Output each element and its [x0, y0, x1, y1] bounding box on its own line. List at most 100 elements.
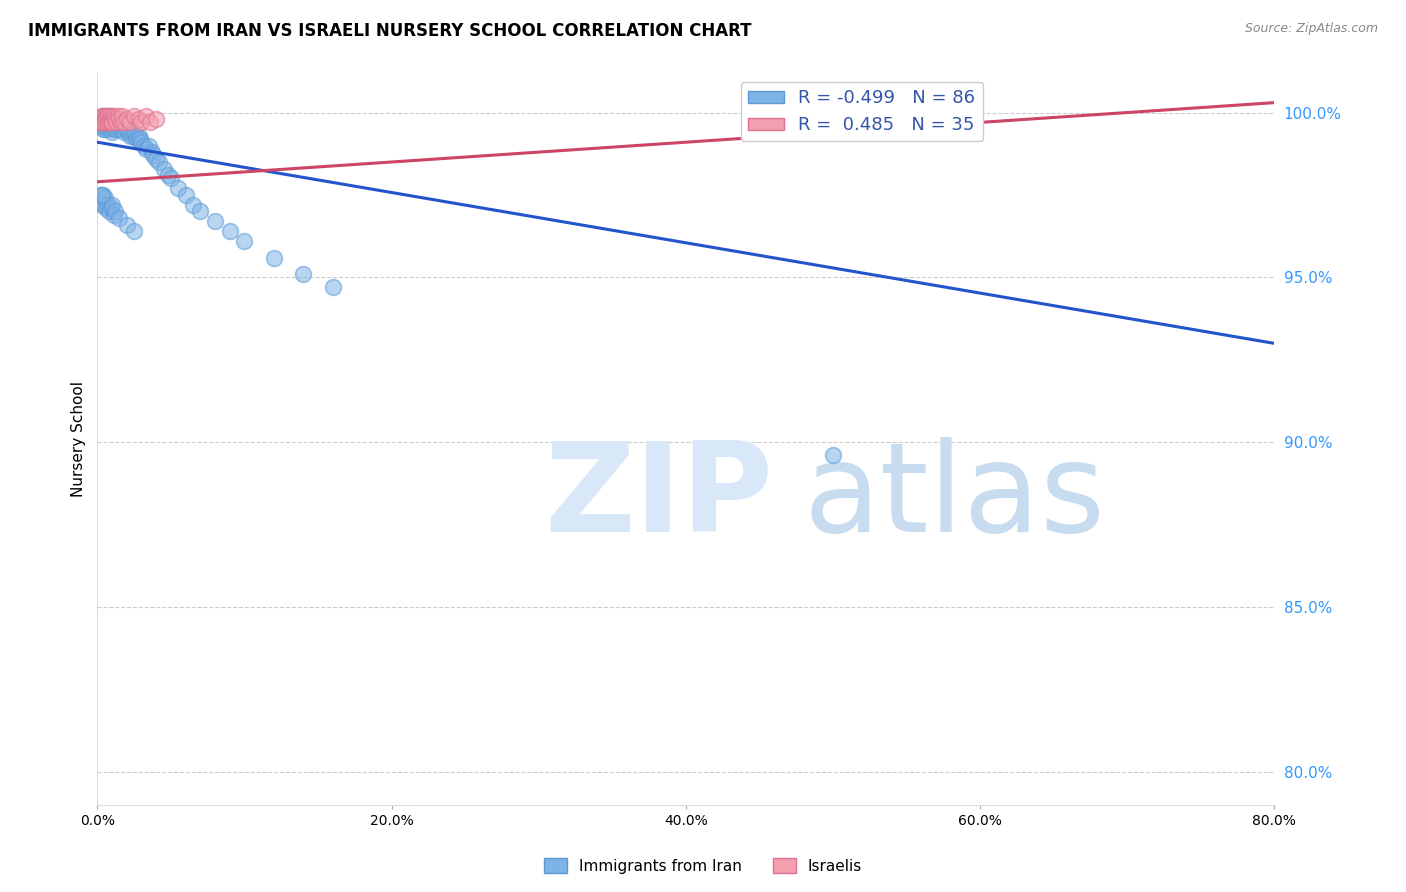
Point [110, 115, 132, 129]
Point [103, 115, 125, 129]
Point [101, 119, 124, 133]
Point [118, 115, 141, 129]
Point [204, 214, 226, 228]
Point [98, 112, 121, 127]
Point [104, 112, 127, 127]
Point [108, 115, 131, 129]
Point [96, 119, 118, 133]
Point [105, 115, 128, 129]
Point [120, 125, 142, 139]
Point [181, 198, 204, 212]
Point [101, 115, 124, 129]
Point [129, 132, 152, 146]
Point [112, 125, 135, 139]
Point [104, 204, 127, 219]
Point [89, 119, 111, 133]
Point [89, 115, 111, 129]
Point [108, 112, 131, 127]
Point [104, 119, 127, 133]
Point [98, 112, 121, 127]
Text: IMMIGRANTS FROM IRAN VS ISRAELI NURSERY SCHOOL CORRELATION CHART: IMMIGRANTS FROM IRAN VS ISRAELI NURSERY … [28, 22, 752, 40]
Point [91, 109, 114, 123]
Point [141, 145, 163, 160]
Point [174, 188, 197, 202]
Point [218, 224, 240, 238]
Point [138, 138, 160, 153]
Point [89, 188, 111, 202]
Point [93, 115, 115, 129]
Point [145, 112, 167, 127]
Point [115, 218, 138, 232]
Point [98, 119, 121, 133]
Point [115, 122, 138, 136]
Point [90, 198, 112, 212]
Text: atlas: atlas [803, 437, 1105, 558]
Point [156, 168, 179, 182]
Point [101, 198, 124, 212]
Point [89, 112, 111, 127]
Point [101, 125, 124, 139]
Point [322, 280, 344, 294]
Point [821, 449, 844, 463]
Point [100, 115, 122, 129]
Point [263, 251, 285, 265]
Point [152, 161, 174, 176]
Point [131, 115, 153, 129]
Point [97, 122, 120, 136]
Point [89, 115, 111, 129]
Point [122, 109, 145, 123]
Point [115, 112, 138, 127]
Legend: R = -0.499   N = 86, R =  0.485   N = 35: R = -0.499 N = 86, R = 0.485 N = 35 [741, 82, 983, 142]
Point [135, 142, 157, 156]
Point [105, 115, 128, 129]
Point [118, 128, 141, 143]
Point [188, 204, 211, 219]
Point [121, 128, 143, 143]
Point [96, 112, 118, 127]
Point [122, 224, 145, 238]
Point [90, 109, 112, 123]
Point [111, 109, 134, 123]
Point [160, 171, 183, 186]
Y-axis label: Nursery School: Nursery School [72, 381, 86, 497]
Point [87, 194, 110, 209]
Point [87, 115, 110, 129]
Point [142, 148, 165, 162]
Point [114, 119, 136, 133]
Point [101, 112, 124, 127]
Point [125, 132, 148, 146]
Point [90, 188, 112, 202]
Point [124, 128, 146, 143]
Point [103, 122, 125, 136]
Legend: Immigrants from Iran, Israelis: Immigrants from Iran, Israelis [538, 852, 868, 880]
Point [101, 112, 124, 127]
Point [292, 267, 315, 281]
Point [148, 155, 170, 169]
Point [90, 112, 112, 127]
Point [112, 115, 135, 129]
Point [104, 112, 127, 127]
Point [117, 125, 139, 139]
Point [135, 109, 157, 123]
Point [91, 188, 114, 202]
Point [93, 191, 115, 205]
Point [107, 109, 129, 123]
Point [97, 109, 120, 123]
Point [110, 119, 132, 133]
Point [93, 112, 115, 127]
Point [100, 109, 122, 123]
Point [108, 211, 131, 225]
Point [98, 115, 121, 129]
Point [111, 122, 134, 136]
Point [90, 119, 112, 133]
Text: ZIP: ZIP [544, 437, 773, 558]
Point [100, 115, 122, 129]
Point [93, 115, 115, 129]
Point [93, 122, 115, 136]
Point [105, 122, 128, 136]
Point [91, 122, 114, 136]
Point [107, 119, 129, 133]
Point [96, 112, 118, 127]
Point [97, 198, 120, 212]
Point [122, 125, 145, 139]
